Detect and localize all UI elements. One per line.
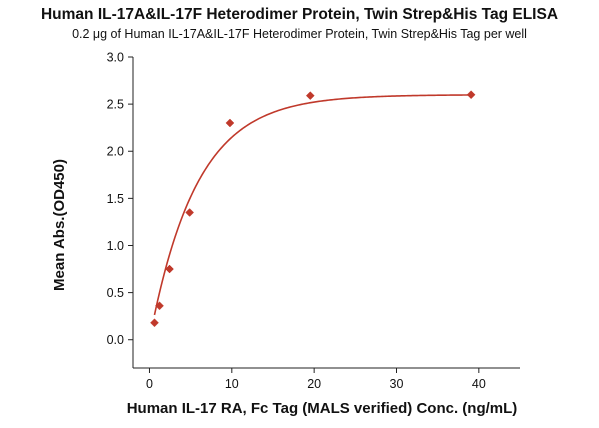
x-axis-label: Human IL-17 RA, Fc Tag (MALS verified) C… (127, 400, 518, 417)
y-tick-label: 0.5 (107, 286, 124, 300)
axes: 0 10 20 30 40 0.0 0.5 1.0 1.5 2.0 2.5 3.0 (107, 51, 520, 391)
y-tick-label: 1.0 (107, 239, 124, 253)
x-tick-label: 0 (146, 377, 153, 391)
data-point (185, 208, 195, 217)
x-tick-label: 10 (225, 377, 239, 391)
y-tick-label: 3.0 (107, 51, 124, 65)
x-tick-label: 30 (390, 377, 404, 391)
fit-curve (153, 94, 472, 316)
y-tick-label: 2.5 (107, 98, 124, 112)
y-tick-label: 0.0 (107, 333, 124, 347)
y-axis-label: Mean Abs.(OD450) (51, 159, 68, 291)
data-point (305, 91, 315, 100)
data-point (155, 301, 164, 311)
fit-curve-group (153, 94, 472, 316)
chart-title: Human IL-17A&IL-17F Heterodimer Protein,… (40, 6, 559, 23)
y-tick-label: 2.0 (107, 145, 124, 159)
data-point (150, 318, 159, 328)
chart-subtitle: 0.2 μg of Human IL-17A&IL-17F Heterodime… (72, 27, 527, 41)
x-tick-label: 40 (472, 377, 486, 391)
y-tick-label: 1.5 (107, 192, 124, 206)
data-point (165, 264, 174, 274)
data-point (225, 118, 235, 128)
data-point (466, 90, 476, 100)
data-points (150, 90, 476, 328)
x-tick-label: 20 (307, 377, 321, 391)
